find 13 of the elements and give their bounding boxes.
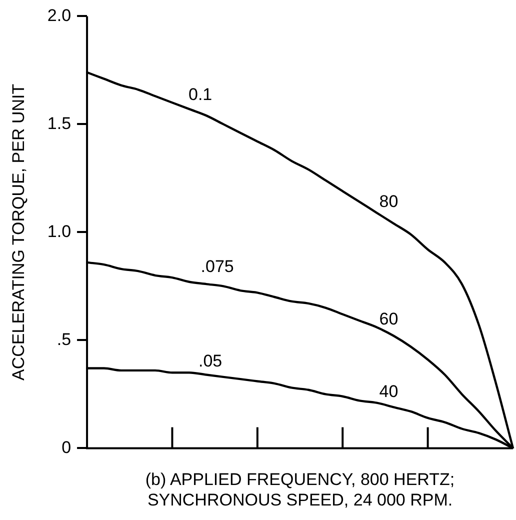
y-tick-label: .5 [56, 330, 72, 349]
annotation: 0.1 [188, 85, 212, 104]
y-axis-title: ACCELERATING TORQUE, PER UNIT [8, 84, 28, 381]
x-axis-title: (b) APPLIED FREQUENCY, 800 HERTZ; SYNCHRONOUS SPEED, 24 000 RPM. [145, 470, 455, 510]
annotation: 80 [379, 192, 398, 212]
y-tick-label: 2.0 [47, 6, 72, 25]
y-tick-label: 1.5 [47, 114, 72, 133]
annotation: .075 [200, 256, 234, 276]
annotation: 40 [379, 382, 398, 401]
annotation: 60 [379, 310, 398, 329]
y-tick-label: 1.0 [47, 222, 72, 241]
y-tick-label: 0 [62, 438, 72, 457]
annotation: .05 [198, 351, 222, 370]
